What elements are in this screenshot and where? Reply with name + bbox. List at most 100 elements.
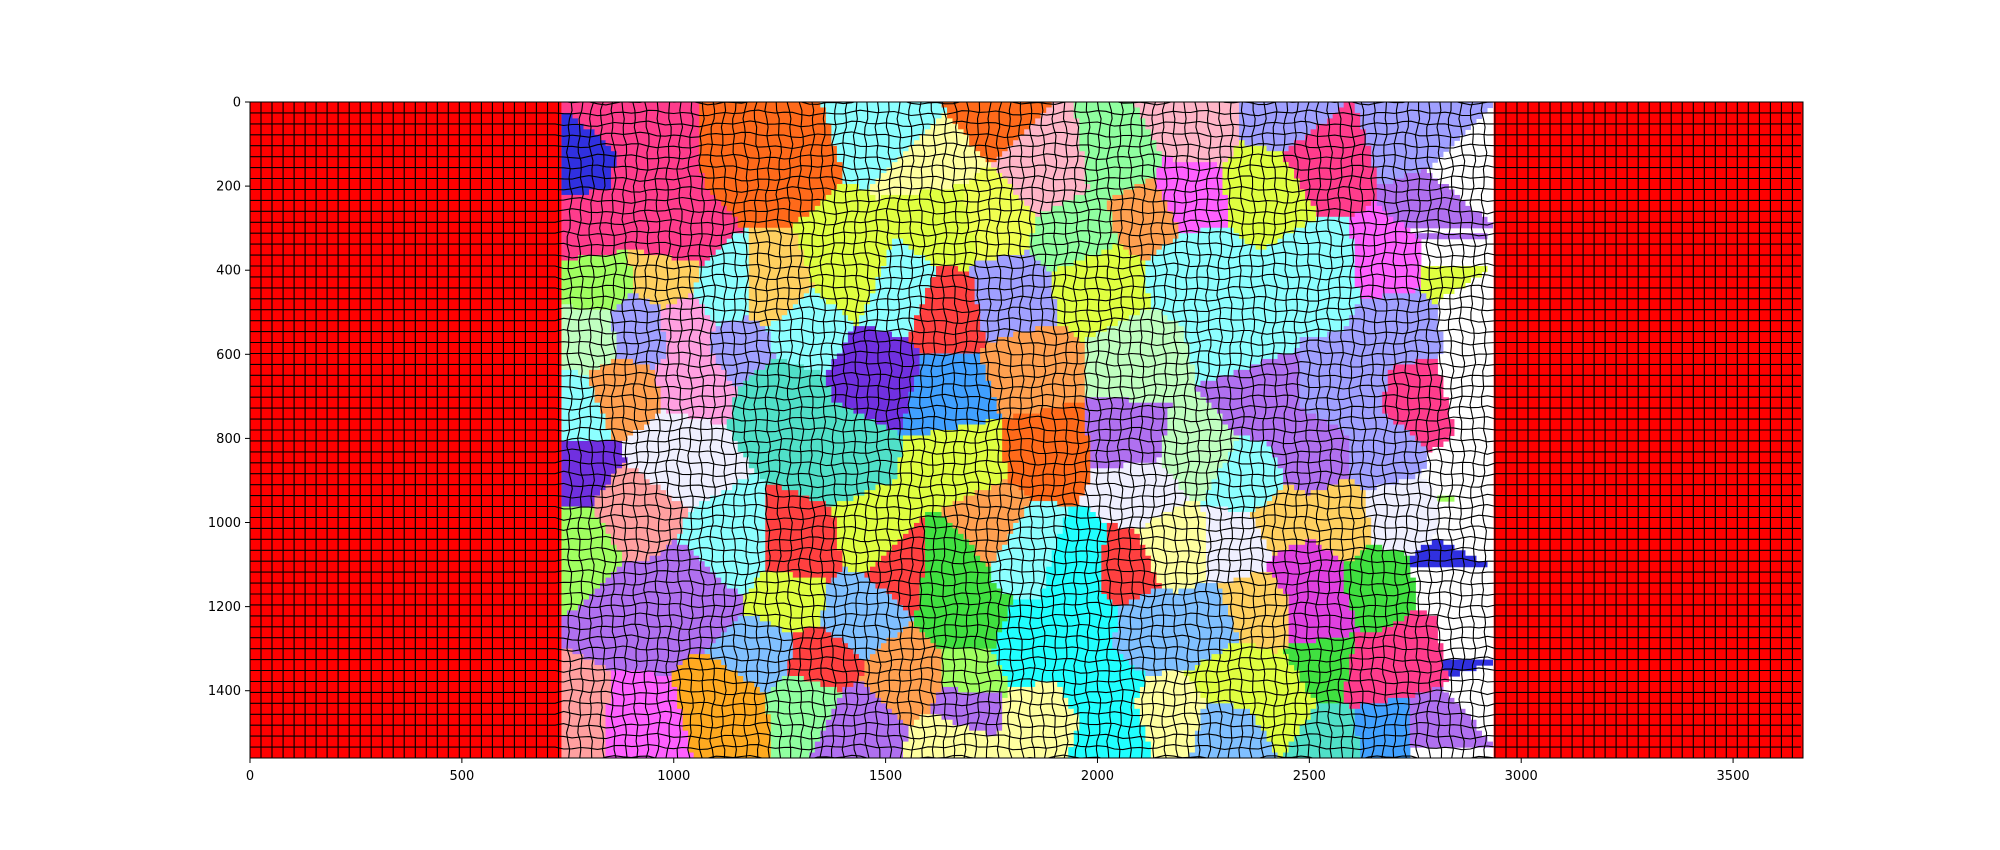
grain-cell xyxy=(699,167,843,174)
mesh-line-horizontal xyxy=(250,339,1801,347)
grain-cell xyxy=(1393,364,1438,371)
grain-cell xyxy=(1360,741,1411,748)
grain-cell xyxy=(825,599,899,606)
y-tick-label: 1400 xyxy=(208,684,241,699)
grain-cell xyxy=(820,681,854,688)
grain-cell xyxy=(996,659,1130,666)
grain-cell xyxy=(781,676,805,683)
grain-cell xyxy=(831,123,932,130)
grain-cell xyxy=(787,358,832,365)
grain-cell xyxy=(925,632,998,639)
grain-cell xyxy=(732,211,810,218)
grain-cell xyxy=(974,249,1025,256)
mesh-line-horizontal xyxy=(250,153,1801,161)
grain-cell xyxy=(1227,205,1317,212)
grain-cell xyxy=(1084,255,1141,262)
grain-cell xyxy=(914,610,1009,617)
grain-cell xyxy=(1205,561,1268,568)
grain-cell xyxy=(847,331,893,338)
grain-cell xyxy=(1013,413,1086,420)
grain-cell xyxy=(561,326,612,333)
grain-cell xyxy=(1376,484,1433,491)
grain-cell xyxy=(792,572,838,579)
grain-cell xyxy=(1244,140,1295,147)
grain-cell xyxy=(1354,238,1422,245)
grain-cell xyxy=(1310,708,1356,715)
grain-cell xyxy=(1068,697,1135,704)
grain-cell xyxy=(936,697,1003,704)
grain-cell xyxy=(1183,331,1328,338)
grain-cell xyxy=(864,670,943,677)
mesh-line-horizontal xyxy=(250,732,1801,740)
grain-cell xyxy=(825,112,943,119)
grain-cell xyxy=(996,632,1113,639)
grain-cell xyxy=(991,386,1086,393)
grain-cell xyxy=(1343,326,1438,333)
grain-cell xyxy=(1299,402,1383,409)
mesh-line-vertical xyxy=(1304,102,1311,758)
grain-cell xyxy=(721,632,794,639)
grain-cell xyxy=(1205,577,1235,584)
grain-cell xyxy=(605,708,684,715)
grain-cell xyxy=(1123,189,1163,196)
grain-cell xyxy=(776,353,838,360)
grain-cell xyxy=(941,512,1025,519)
mesh-line-horizontal xyxy=(250,699,1801,707)
grain-cell xyxy=(1343,583,1416,590)
grain-cell xyxy=(1073,736,1146,743)
grain-cell xyxy=(1371,539,1433,546)
grain-cell xyxy=(897,714,921,721)
grain-cell xyxy=(1002,725,1080,732)
grain-cell xyxy=(732,430,899,437)
grain-cell xyxy=(1084,380,1196,387)
grain-cell xyxy=(1024,249,1031,256)
grain-cell xyxy=(1161,189,1224,196)
grain-cell xyxy=(1205,533,1262,540)
grain-cell xyxy=(1222,599,1290,606)
grain-cell xyxy=(561,632,722,639)
grain-cell xyxy=(660,397,733,404)
grain-cell xyxy=(836,539,899,546)
grain-cell xyxy=(561,358,612,365)
grain-cell xyxy=(1277,462,1350,469)
grain-cell xyxy=(825,501,838,508)
grain-cell xyxy=(963,189,1014,196)
grain-cell xyxy=(1139,686,1196,693)
grain-cell xyxy=(1371,156,1438,163)
grain-cell xyxy=(1288,654,1350,661)
grain-cell xyxy=(902,413,1003,420)
grain-cell xyxy=(1349,665,1444,672)
grain-cell xyxy=(925,544,976,551)
grain-cell xyxy=(605,714,684,721)
grain-cell xyxy=(925,512,943,519)
grain-cell xyxy=(1360,123,1471,130)
grain-cell xyxy=(1062,200,1108,207)
grain-cell xyxy=(600,517,684,524)
mesh-line-vertical xyxy=(1348,102,1356,758)
grain-cell xyxy=(605,484,662,491)
grain-cell xyxy=(1365,501,1438,508)
grain-cell xyxy=(1349,462,1427,469)
grain-cell xyxy=(1409,555,1477,562)
grain-cell xyxy=(1404,615,1438,622)
grain-cell xyxy=(765,506,832,513)
mesh-line-vertical xyxy=(1326,102,1334,758)
grain-cell xyxy=(869,686,943,693)
grain-cell xyxy=(1145,118,1240,125)
grain-cell xyxy=(1305,490,1312,497)
grain-cell xyxy=(1090,479,1180,486)
grain-cell xyxy=(925,287,976,294)
grain-cell xyxy=(693,506,766,513)
grain-cell xyxy=(770,747,816,754)
grain-cell xyxy=(633,430,733,437)
grain-cell xyxy=(809,211,970,218)
grain-cell xyxy=(847,643,882,650)
grain-cell xyxy=(1002,714,1080,721)
grain-cell xyxy=(1305,134,1367,141)
grain-cell xyxy=(1161,462,1224,469)
grain-cell xyxy=(616,304,662,311)
grain-cell xyxy=(1156,145,1235,152)
grain-cell xyxy=(991,484,1020,491)
grain-cell xyxy=(974,282,1053,289)
grain-cell xyxy=(561,123,585,130)
